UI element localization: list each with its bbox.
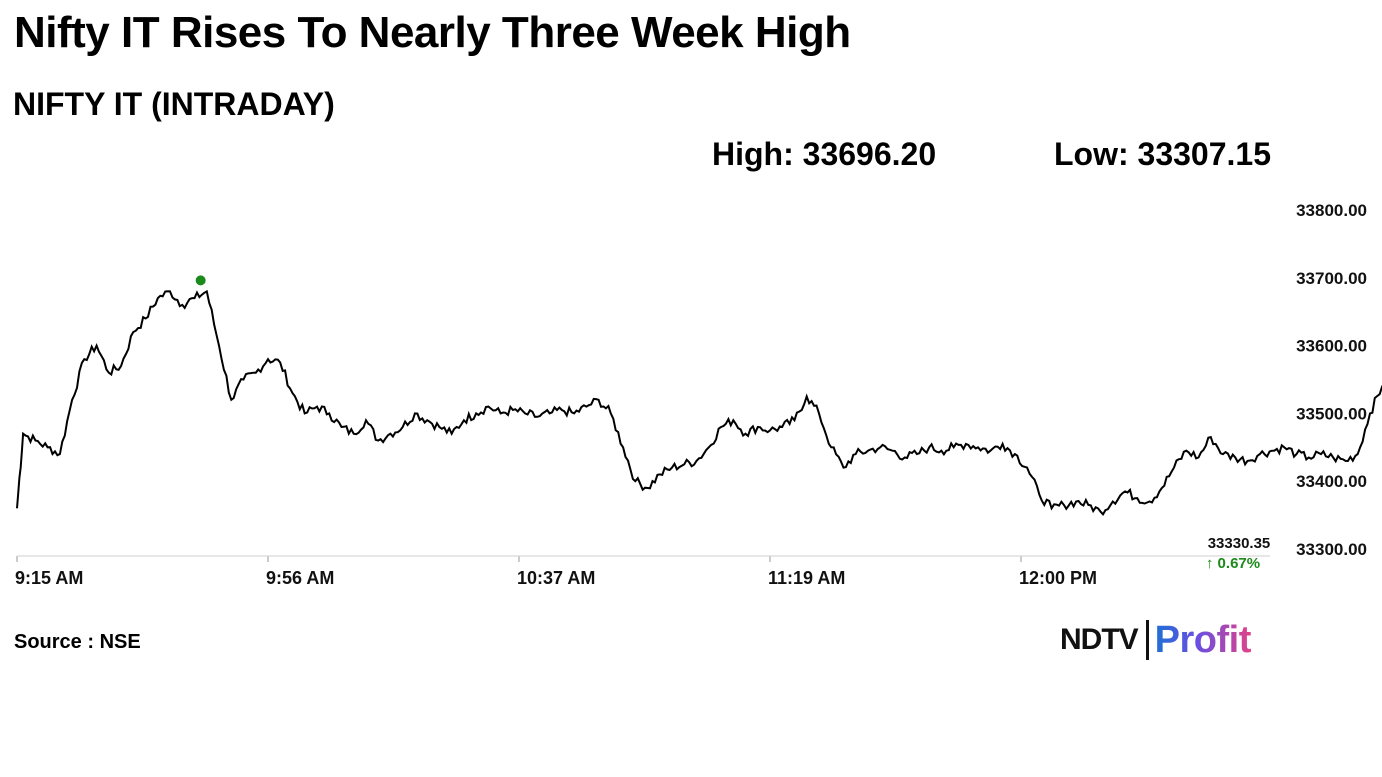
x-tick-label: 11:19 AM xyxy=(768,568,845,588)
y-tick-label: 33800.00 xyxy=(1296,201,1367,220)
x-tick-label: 10:37 AM xyxy=(517,568,595,588)
y-tick-label: 33300.00 xyxy=(1296,540,1367,559)
x-tick-label: 9:56 AM xyxy=(266,568,334,588)
source-note: Source : NSE xyxy=(14,631,141,653)
high-value: High: 33696.20 xyxy=(712,136,937,172)
y-tick-label: 33600.00 xyxy=(1296,337,1367,356)
x-tick-label: 9:15 AM xyxy=(15,568,83,588)
logo-divider xyxy=(1145,620,1149,660)
intraday-chart: 33800.00 33700.00 33600.00 33500.00 33400.00… xyxy=(15,201,1382,588)
price-line xyxy=(16,289,1382,516)
last-price-label: 33330.35 xyxy=(1208,535,1271,552)
page-title: Nifty IT Rises To Nearly Three Week High xyxy=(14,8,851,57)
x-tick-label: 12:00 PM xyxy=(1019,568,1097,588)
logo-ndtv-text: NDTV xyxy=(1060,623,1139,656)
y-tick-label: 33500.00 xyxy=(1296,404,1367,423)
chart-subtitle: NIFTY IT (INTRADAY) xyxy=(13,86,335,122)
logo-profit-text: Profit xyxy=(1154,618,1252,661)
y-tick-label: 33400.00 xyxy=(1296,472,1367,491)
change-label: ↑ 0.67% xyxy=(1206,555,1260,572)
low-value: Low: 33307.15 xyxy=(1054,136,1271,172)
y-axis-ticks: 33800.00 33700.00 33600.00 33500.00 33400.00… xyxy=(1296,201,1367,559)
ndtv-profit-logo: NDTV Profit xyxy=(1060,618,1251,662)
x-axis-ticks: 9:15 AM 9:56 AM 10:37 AM 11:19 AM 12:00 PM xyxy=(15,556,1097,588)
y-tick-label: 33700.00 xyxy=(1296,269,1367,288)
high-marker xyxy=(195,275,206,286)
